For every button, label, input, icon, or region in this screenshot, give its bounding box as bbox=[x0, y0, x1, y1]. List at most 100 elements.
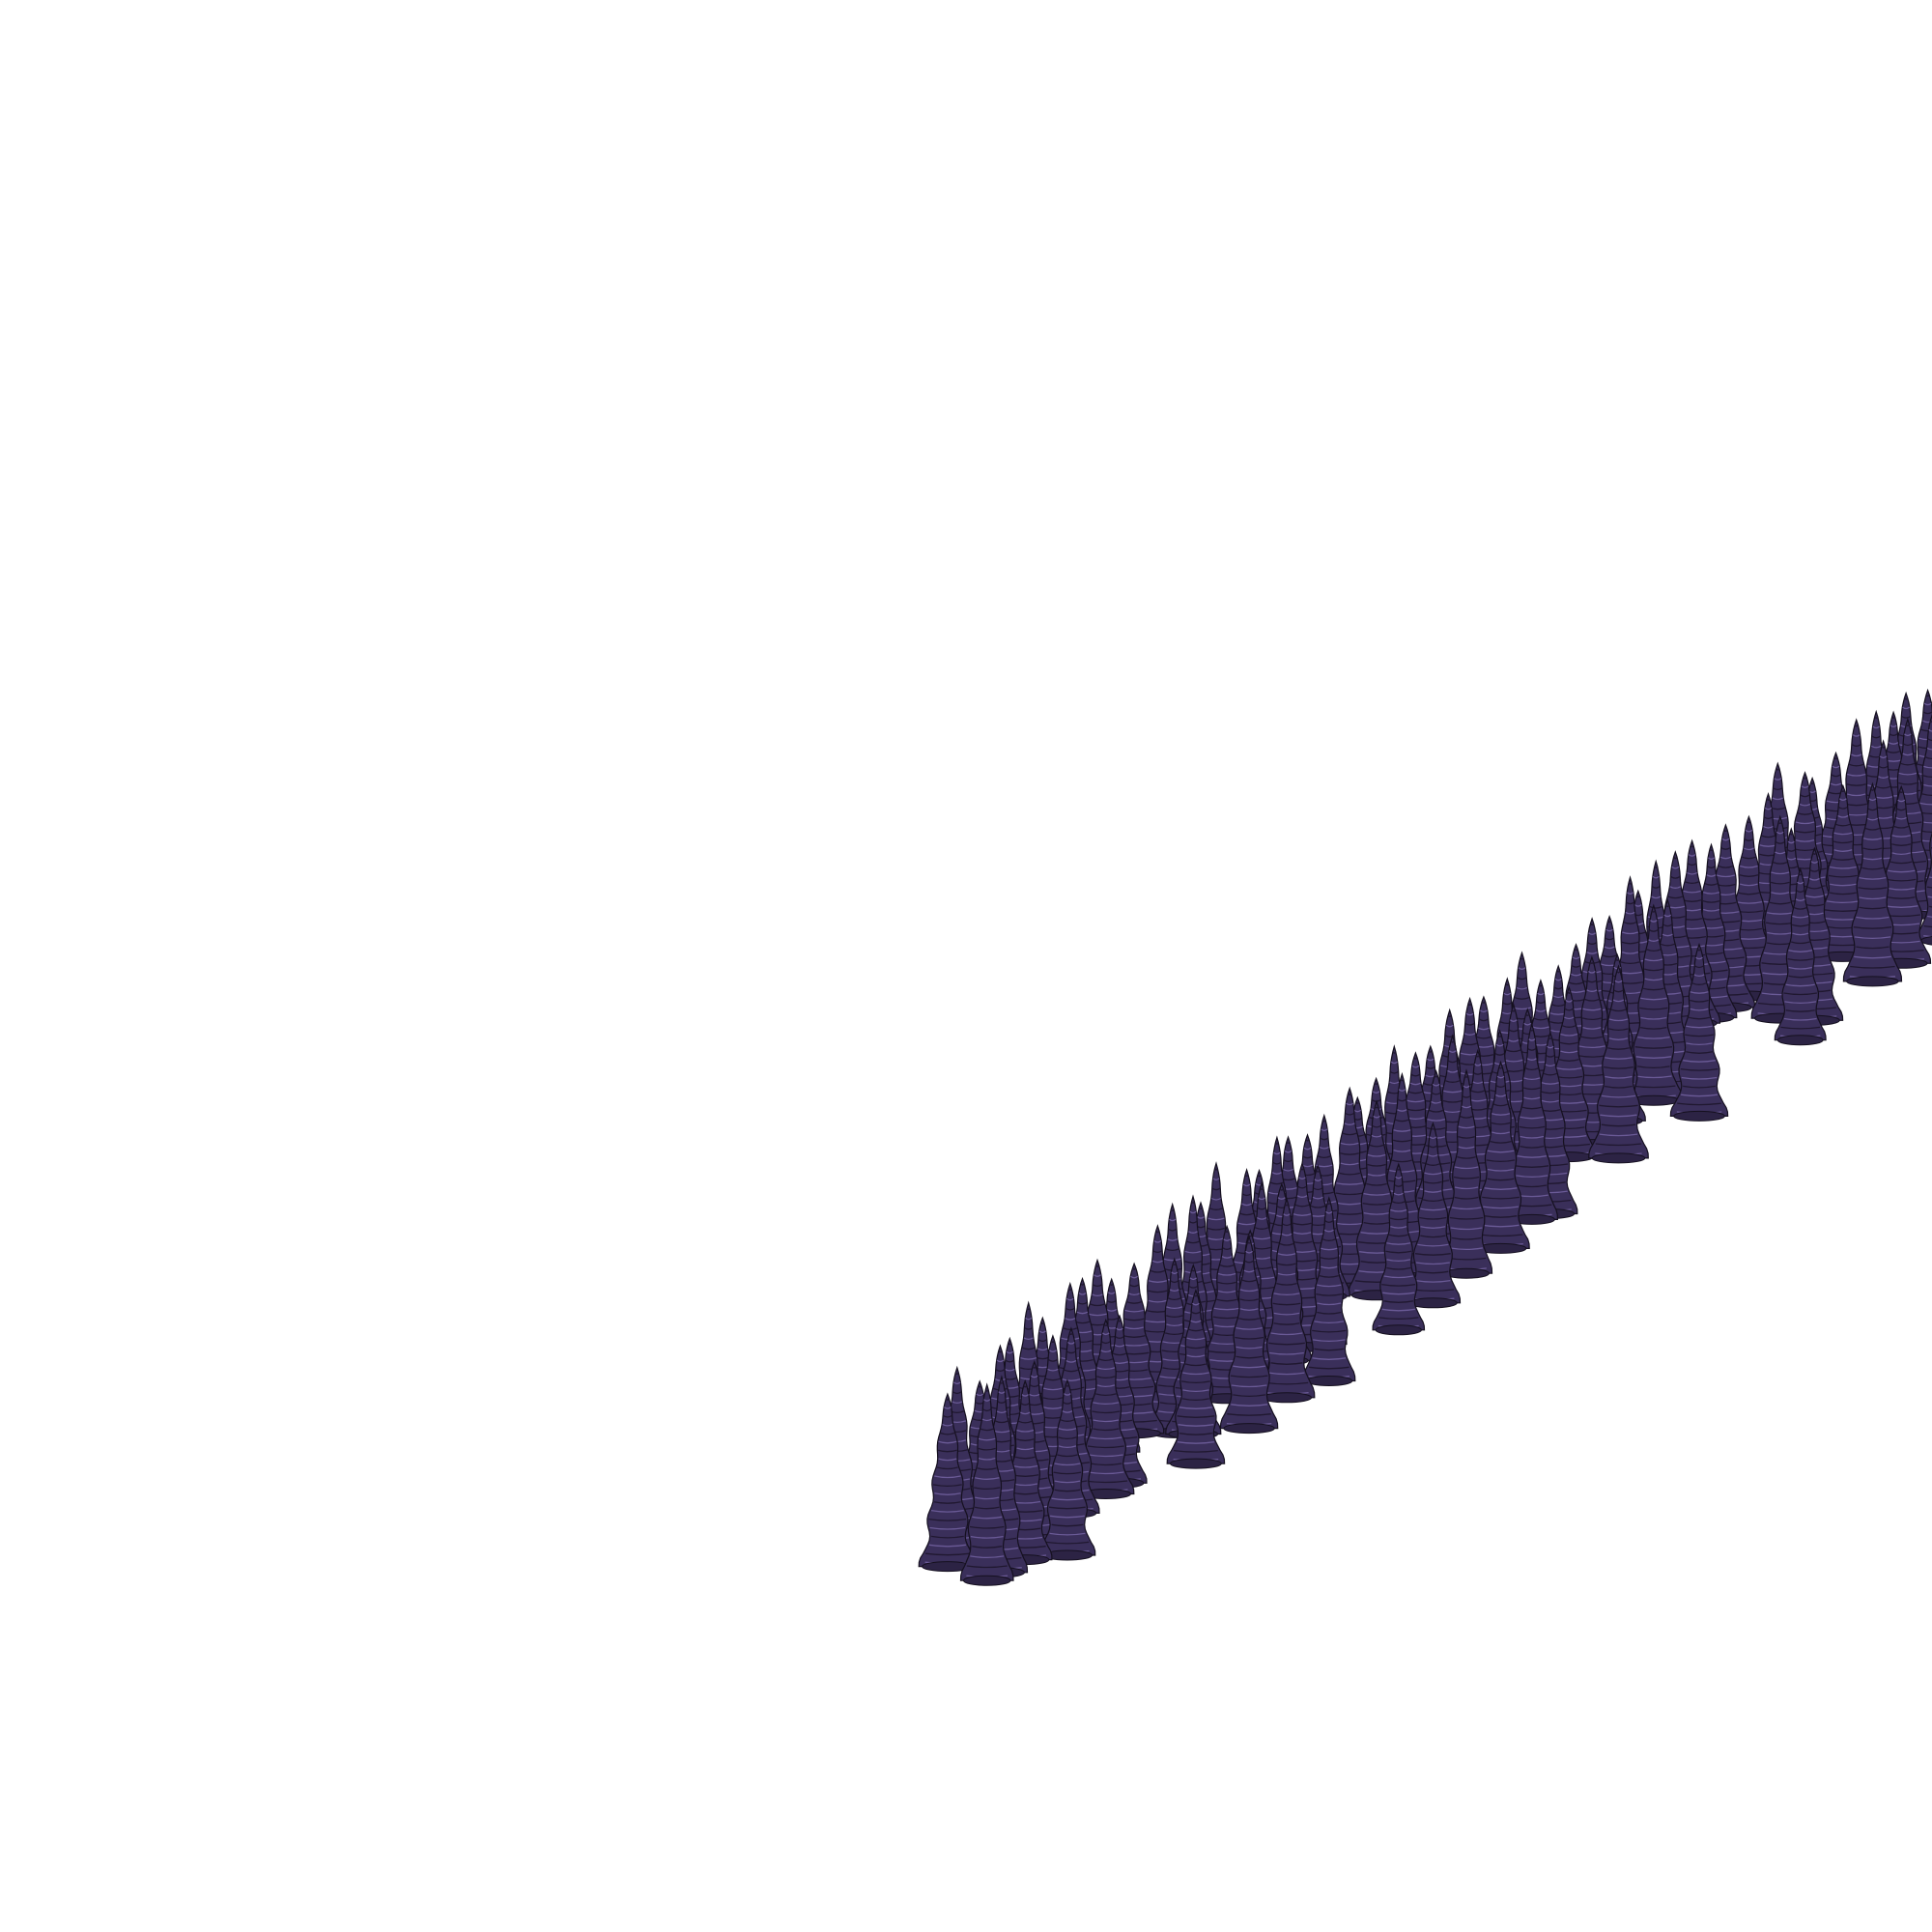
spire-band bbox=[1042, 1397, 1064, 1401]
spire-band bbox=[1508, 1039, 1520, 1042]
spire-band bbox=[1177, 1415, 1215, 1418]
spire-band bbox=[938, 1440, 957, 1444]
spire-band bbox=[1172, 1263, 1177, 1266]
spire-band bbox=[1788, 975, 1813, 979]
spire-band bbox=[1833, 832, 1853, 836]
spire-band bbox=[943, 1406, 952, 1409]
spire-band bbox=[1926, 886, 1932, 889]
spire-band bbox=[1406, 1108, 1426, 1112]
spire-band bbox=[1707, 857, 1716, 860]
spire-band bbox=[1856, 916, 1889, 920]
spire-band bbox=[934, 1475, 961, 1479]
spire-band bbox=[1517, 1184, 1548, 1188]
spire-band bbox=[1321, 1238, 1336, 1241]
spire-band bbox=[1346, 1102, 1354, 1106]
spire-band bbox=[1833, 849, 1853, 852]
spire-band bbox=[1207, 1227, 1225, 1231]
spire-body bbox=[1842, 781, 1903, 982]
spire-band bbox=[1189, 1277, 1198, 1281]
spire-band bbox=[1686, 1042, 1713, 1046]
spire-band bbox=[1184, 1261, 1202, 1264]
spire-band bbox=[1787, 957, 1814, 961]
spire-band bbox=[1786, 857, 1797, 861]
spire-band bbox=[1417, 1243, 1449, 1247]
spire-band bbox=[1460, 1116, 1473, 1119]
spire-band bbox=[1230, 1375, 1268, 1378]
spire-band bbox=[1101, 1332, 1110, 1336]
spire-band bbox=[1193, 1293, 1198, 1297]
spire-band bbox=[1669, 886, 1682, 889]
spire-band bbox=[1323, 1229, 1334, 1233]
spire-band bbox=[1317, 1284, 1342, 1288]
spire-band bbox=[1363, 1221, 1390, 1225]
spire-band bbox=[938, 1449, 957, 1453]
spire-body bbox=[1624, 903, 1683, 1101]
spire-band bbox=[930, 1509, 964, 1513]
spire-band bbox=[1649, 929, 1659, 932]
spire-band bbox=[1014, 1456, 1036, 1460]
spire-band bbox=[1212, 1178, 1220, 1180]
spire-band bbox=[1340, 1142, 1359, 1146]
spire-band bbox=[1336, 1182, 1363, 1185]
spire-band bbox=[1801, 785, 1809, 788]
spire-band bbox=[1614, 980, 1623, 983]
spire-band bbox=[1037, 1348, 1048, 1351]
spire-band bbox=[1191, 1268, 1196, 1272]
spire-band bbox=[1245, 1250, 1254, 1254]
spire-band bbox=[1258, 1197, 1265, 1201]
spire-band bbox=[977, 1467, 997, 1470]
spire-band bbox=[1389, 1217, 1407, 1221]
spire-band bbox=[1559, 1041, 1578, 1045]
spire-band bbox=[1391, 1201, 1406, 1205]
spire-band bbox=[1093, 1402, 1120, 1406]
spire-band bbox=[1424, 1172, 1442, 1176]
spire-band bbox=[1211, 1187, 1221, 1191]
spire bbox=[1302, 1196, 1356, 1386]
spire-band bbox=[1087, 1445, 1124, 1449]
spire-band bbox=[1587, 942, 1597, 945]
spire-band bbox=[1739, 883, 1758, 887]
spire-band bbox=[1580, 1036, 1603, 1039]
spire-band bbox=[1068, 1332, 1073, 1336]
spire-base bbox=[1305, 1376, 1353, 1386]
spire-body bbox=[1669, 943, 1729, 1118]
spire-band bbox=[1854, 936, 1891, 940]
spire-band bbox=[1640, 1016, 1667, 1020]
spire-band bbox=[1644, 968, 1663, 972]
spire-band bbox=[1188, 1328, 1204, 1332]
spire-band bbox=[1217, 1272, 1236, 1276]
spire-band bbox=[1431, 1127, 1435, 1130]
spire-band bbox=[1690, 844, 1694, 848]
spire-band bbox=[1599, 1133, 1638, 1137]
spire-band bbox=[1186, 1354, 1206, 1358]
spire-band bbox=[1012, 1464, 1038, 1468]
spire-band bbox=[1613, 989, 1624, 993]
spire-band bbox=[1382, 1292, 1415, 1295]
spire-band bbox=[1188, 1220, 1198, 1224]
spire-band bbox=[1923, 702, 1932, 706]
spire-band bbox=[1431, 1092, 1441, 1095]
spire-band bbox=[1690, 991, 1709, 994]
spire-band bbox=[1076, 1311, 1089, 1315]
spire-band bbox=[1761, 835, 1776, 838]
spire-band bbox=[1651, 895, 1662, 899]
spire-band bbox=[1116, 1327, 1123, 1331]
spire-band bbox=[1336, 1202, 1363, 1206]
spire-band bbox=[1150, 1269, 1165, 1273]
spire-band bbox=[1393, 1192, 1404, 1196]
spire-band bbox=[1504, 1059, 1523, 1063]
spire-band bbox=[1168, 1297, 1181, 1301]
spire-body bbox=[1302, 1196, 1356, 1382]
spire-band bbox=[1595, 1143, 1642, 1147]
spire-band bbox=[1336, 1212, 1363, 1215]
spire-band bbox=[981, 1418, 992, 1422]
spire-band bbox=[1198, 1207, 1204, 1210]
spire-band bbox=[1065, 1360, 1077, 1363]
spire-band bbox=[1790, 941, 1810, 945]
spire-band bbox=[1093, 1284, 1102, 1288]
spire-band bbox=[1169, 1218, 1177, 1222]
spire-band bbox=[1465, 1012, 1474, 1016]
spire-band bbox=[1225, 1230, 1230, 1234]
spire-band bbox=[1763, 816, 1773, 820]
spire-band bbox=[1115, 1336, 1124, 1339]
